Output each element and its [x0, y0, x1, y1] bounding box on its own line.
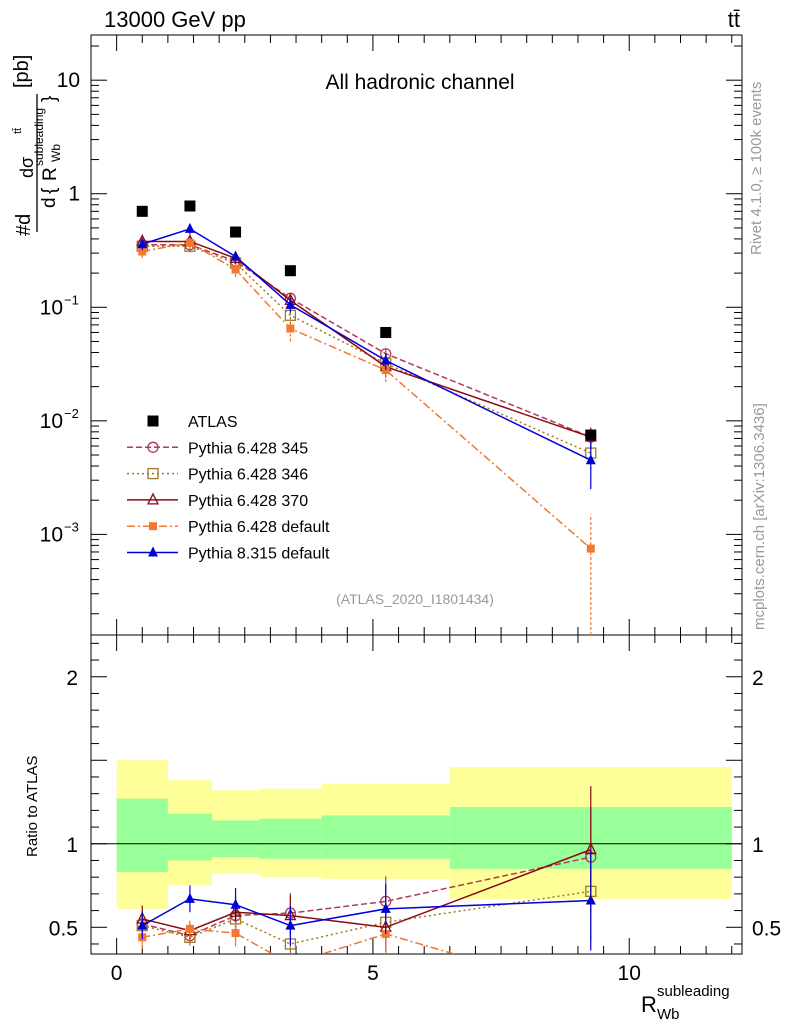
series-point [231, 265, 240, 274]
top-panel-data [136, 200, 597, 635]
y-tick-label: 10 [57, 69, 80, 92]
analysis-label: (ATLAS_2020_I1801434) [336, 591, 494, 607]
atlas-point [284, 265, 296, 277]
ylabel-denom-sub: Wb [49, 144, 63, 162]
ratio-y-tick-label-right: 1 [752, 834, 764, 857]
series-point [286, 324, 295, 333]
ratio-panel-data [136, 786, 597, 998]
series-point [586, 544, 595, 553]
ratio-point [585, 894, 596, 905]
ylabel-numerator: dσ [17, 157, 37, 178]
ylabel-brace-open: { [39, 187, 60, 194]
atlas-point [136, 205, 148, 217]
series-line [142, 240, 592, 438]
rivet-note: Rivet 4.1.0, ≥ 100k events [748, 82, 765, 255]
legend-label: Pythia 6.428 default [188, 519, 330, 536]
xlabel-sub: Wb [657, 1006, 680, 1023]
ratio-point [285, 919, 296, 930]
series-line [142, 228, 592, 461]
ratio-point [230, 898, 241, 909]
y-tick-exponent: −2 [64, 406, 79, 421]
ratio-ylabel: Ratio to ATLAS [24, 756, 41, 857]
atlas-point [380, 326, 392, 338]
legend-marker [149, 522, 157, 531]
x-tick-label: 0 [111, 962, 123, 985]
y-tick-label: 10 [40, 296, 63, 319]
ratio-point [137, 919, 148, 930]
legend-label: ATLAS [188, 414, 238, 431]
legend-marker [147, 467, 159, 480]
source-note: mcplots.cern.ch [arXiv:1306.3436] [751, 403, 768, 630]
xlabel-main: R [641, 992, 657, 1017]
ylabel-denom-sup: subleading [32, 108, 46, 166]
y-tick-exponent: −1 [64, 292, 79, 307]
ratio-y-tick-label: 2 [66, 667, 78, 690]
ratio-y-tick-label: 1 [66, 834, 78, 857]
ratio-line [141, 898, 591, 927]
series-point [137, 238, 148, 249]
bottom-axis-ticks: 2 2 1 1 0.5 0.5 0 5 10 [49, 635, 781, 985]
y-tick-label: 1 [68, 183, 80, 206]
atlas-point [230, 226, 242, 238]
band-inner [211, 820, 260, 858]
ylabel-numerator-sup: tt̄ [12, 128, 24, 134]
y-tick-label: 10 [40, 410, 63, 433]
ratio-point [286, 960, 294, 968]
ratio-point [231, 929, 240, 938]
ratio-point [185, 924, 194, 933]
series-point [185, 238, 194, 247]
series-point [585, 454, 596, 465]
bottom-panel-frame [90, 634, 743, 955]
ratio-y-tick-label: 0.5 [49, 917, 78, 940]
ratio-y-tick-label-right: 2 [752, 667, 764, 690]
x-tick-label: 10 [618, 962, 641, 985]
xlabel-sup: subleading [657, 983, 730, 1000]
series-point [380, 354, 391, 365]
series-line [142, 244, 592, 438]
uncertainty-bands [116, 760, 732, 909]
ylabel-brace-close: } [39, 96, 60, 102]
legend-label: Pythia 6.428 346 [188, 467, 308, 484]
band-inner [116, 798, 168, 873]
ylabel-prefix: #d [13, 214, 35, 236]
ratio-y-tick-label-right: 0.5 [752, 917, 781, 940]
ratio-line [142, 890, 591, 945]
top-ylabel: #d dσ tt̄ d { R subleading Wb } [pb] [11, 55, 63, 236]
legend-marker [146, 492, 160, 505]
legend-marker [148, 546, 158, 557]
series-point [138, 247, 147, 256]
ratio-line [142, 848, 592, 932]
y-tick-exponent: −3 [64, 519, 79, 534]
chart-title: All hadronic channel [325, 71, 514, 94]
ratio-point [587, 990, 595, 998]
band-inner [167, 813, 212, 861]
ratio-line [142, 928, 457, 954]
ratio-point [380, 902, 391, 913]
series-point [230, 250, 241, 261]
band-inner [259, 818, 322, 859]
atlas-point [585, 429, 597, 441]
series-point [184, 222, 195, 233]
band-inner [321, 815, 450, 859]
header-process: tt̄ [728, 7, 740, 32]
ylabel-unit: [pb] [11, 55, 33, 88]
legend-label: Pythia 8.315 default [188, 546, 330, 563]
header-energy: 13000 GeV pp [104, 7, 246, 32]
legend-marker [147, 415, 159, 427]
series-line [142, 241, 592, 550]
xlabel: R subleading Wb [641, 983, 730, 1023]
ylabel-denom-d: d [39, 197, 60, 208]
legend-marker [147, 441, 159, 453]
series-point [285, 298, 296, 309]
y-tick-label: 10 [40, 523, 63, 546]
legend: ATLAS Pythia 6.428 345 Pythia 6.428 346 Pyt… [127, 414, 330, 563]
ylabel-denom-r: R [40, 167, 61, 181]
legend-label: Pythia 6.428 370 [188, 493, 308, 510]
atlas-point [184, 200, 196, 212]
ratio-point [184, 892, 195, 903]
legend-label: Pythia 6.428 345 [188, 440, 308, 457]
x-tick-label: 5 [367, 962, 379, 985]
